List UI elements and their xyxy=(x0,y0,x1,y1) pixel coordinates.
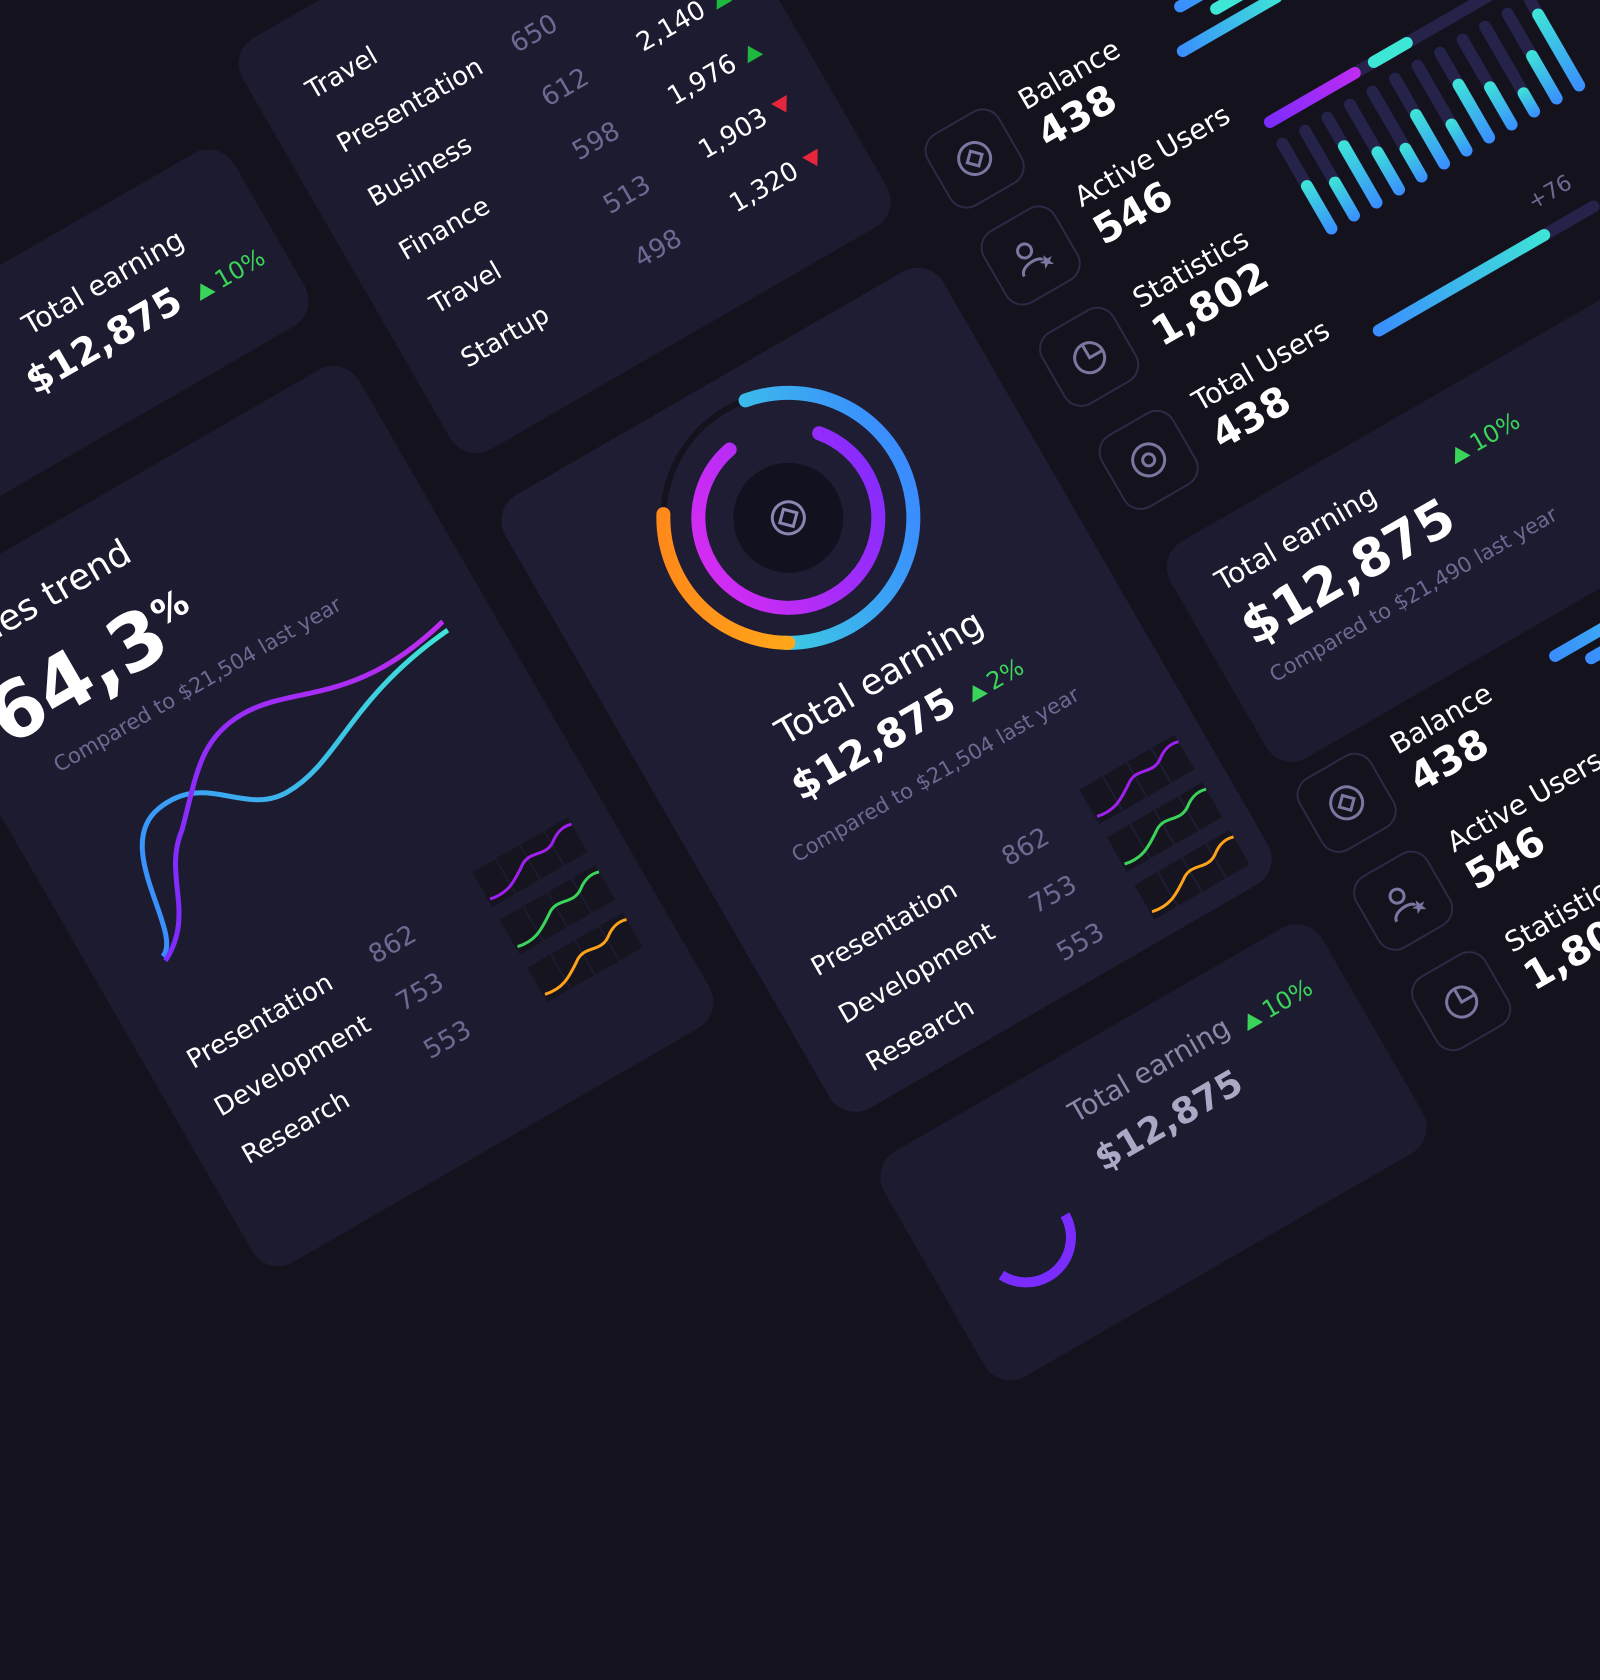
series-line-cyan xyxy=(139,628,450,958)
change-badge: 10% xyxy=(1444,407,1525,470)
active-users-bar-purple xyxy=(1261,64,1364,131)
sparkline-0 xyxy=(472,816,591,910)
table-row-total: 1,320 xyxy=(724,156,804,220)
table-row-label: Travel xyxy=(301,41,383,106)
sparkline-0 xyxy=(1079,734,1198,828)
user-star-icon[interactable] xyxy=(1345,843,1461,959)
table-row-value: 498 xyxy=(629,223,688,275)
change-badge: 2% xyxy=(961,653,1029,708)
sparkline-2 xyxy=(1134,829,1253,923)
change-badge: 10% xyxy=(189,243,270,306)
row-value: 553 xyxy=(1051,917,1110,968)
row-value: 553 xyxy=(418,1014,477,1066)
user-star-icon[interactable] xyxy=(973,198,1089,313)
row-value: 862 xyxy=(363,919,422,971)
sales-rows: Presentation 862 Development 753 Research 553 xyxy=(0,355,643,1171)
series-line-purple xyxy=(163,619,445,963)
right-earning-card: Total earning $12,875 10% Compared to $2… xyxy=(1155,276,1600,773)
table-row-total: 2,304 xyxy=(601,0,680,4)
total-users-delta: +76 xyxy=(1523,170,1577,216)
arrow-up-icon xyxy=(964,680,988,703)
balance-bar-2 xyxy=(1174,0,1285,60)
table-row-value: 598 xyxy=(567,116,626,167)
change-value: 10% xyxy=(209,243,271,295)
sales-trend-chart xyxy=(139,619,450,963)
sales-trend-card: Sales trend 64,3% Compared to $21,504 la… xyxy=(0,354,725,1278)
donut-segment-purple xyxy=(691,420,886,615)
table-row-value: 650 xyxy=(505,8,564,60)
arrow-up-icon xyxy=(740,41,764,64)
total-users-progress xyxy=(1370,226,1553,339)
arrow-down-icon xyxy=(771,94,795,117)
row-value: 753 xyxy=(391,967,450,1018)
row-value: 862 xyxy=(996,821,1055,873)
arrow-up-icon xyxy=(1239,1009,1264,1032)
table-row-label: Travel xyxy=(425,255,507,321)
earning-donut-chart xyxy=(656,385,921,650)
table-row-total: 2,140 xyxy=(631,0,711,59)
change-value: 10% xyxy=(1464,406,1525,458)
arrow-up-icon xyxy=(709,0,733,10)
mini-donut xyxy=(975,1187,1076,1288)
total-earning-card: Total earning $12,875 2% Compared to $21… xyxy=(490,256,1283,1123)
coin-icon[interactable] xyxy=(917,101,1033,216)
donut-segment-cyan xyxy=(656,385,921,650)
donut-segment-orange xyxy=(656,385,921,650)
table-row-total: 1,903 xyxy=(693,102,773,166)
statistics-bar xyxy=(1397,140,1430,185)
pie-chart-icon[interactable] xyxy=(1031,299,1147,415)
table-row-value: 760 xyxy=(474,0,532,6)
pie-chart-icon[interactable] xyxy=(1403,943,1519,1059)
table-row-total: 1,976 xyxy=(662,48,742,112)
arrow-up-icon xyxy=(1447,442,1471,465)
table-row-label: Startup xyxy=(456,300,555,375)
coin-icon[interactable] xyxy=(1289,745,1405,861)
row-value: 753 xyxy=(1024,869,1083,921)
statistics-bar xyxy=(1515,85,1543,120)
active-users-bar-cyan xyxy=(1365,34,1415,71)
category-table: Travel760Presentation6502,304Business612… xyxy=(228,0,826,374)
sparkline-2 xyxy=(527,912,646,1006)
center-rows: Presentation 862 Development 753 Research 553 xyxy=(490,257,1250,1078)
sparkline-1 xyxy=(499,864,619,958)
change-value: 2% xyxy=(981,652,1029,696)
table-row-label: Business xyxy=(363,129,478,214)
arrow-down-icon xyxy=(802,148,826,171)
table-row-value: 612 xyxy=(536,62,595,114)
coin-icon xyxy=(770,500,806,536)
change-badge: 10% xyxy=(1236,973,1317,1036)
change-value: 10% xyxy=(1257,973,1318,1025)
sparkline-1 xyxy=(1106,781,1226,875)
statistics-bar xyxy=(1443,116,1475,159)
active-users-track xyxy=(1261,0,1528,131)
table-row-label: Finance xyxy=(394,191,496,267)
eye-icon[interactable] xyxy=(1091,402,1207,518)
arrow-up-icon xyxy=(192,278,216,301)
table-row-value: 513 xyxy=(598,169,657,221)
